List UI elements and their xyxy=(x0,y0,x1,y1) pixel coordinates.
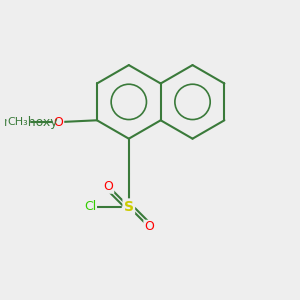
Text: CH₃: CH₃ xyxy=(7,117,28,127)
Text: Cl: Cl xyxy=(84,200,96,213)
Text: O: O xyxy=(103,180,113,193)
Text: S: S xyxy=(124,200,134,214)
Text: O: O xyxy=(53,116,63,129)
Text: O: O xyxy=(144,220,154,233)
Text: methoxy: methoxy xyxy=(3,116,58,129)
